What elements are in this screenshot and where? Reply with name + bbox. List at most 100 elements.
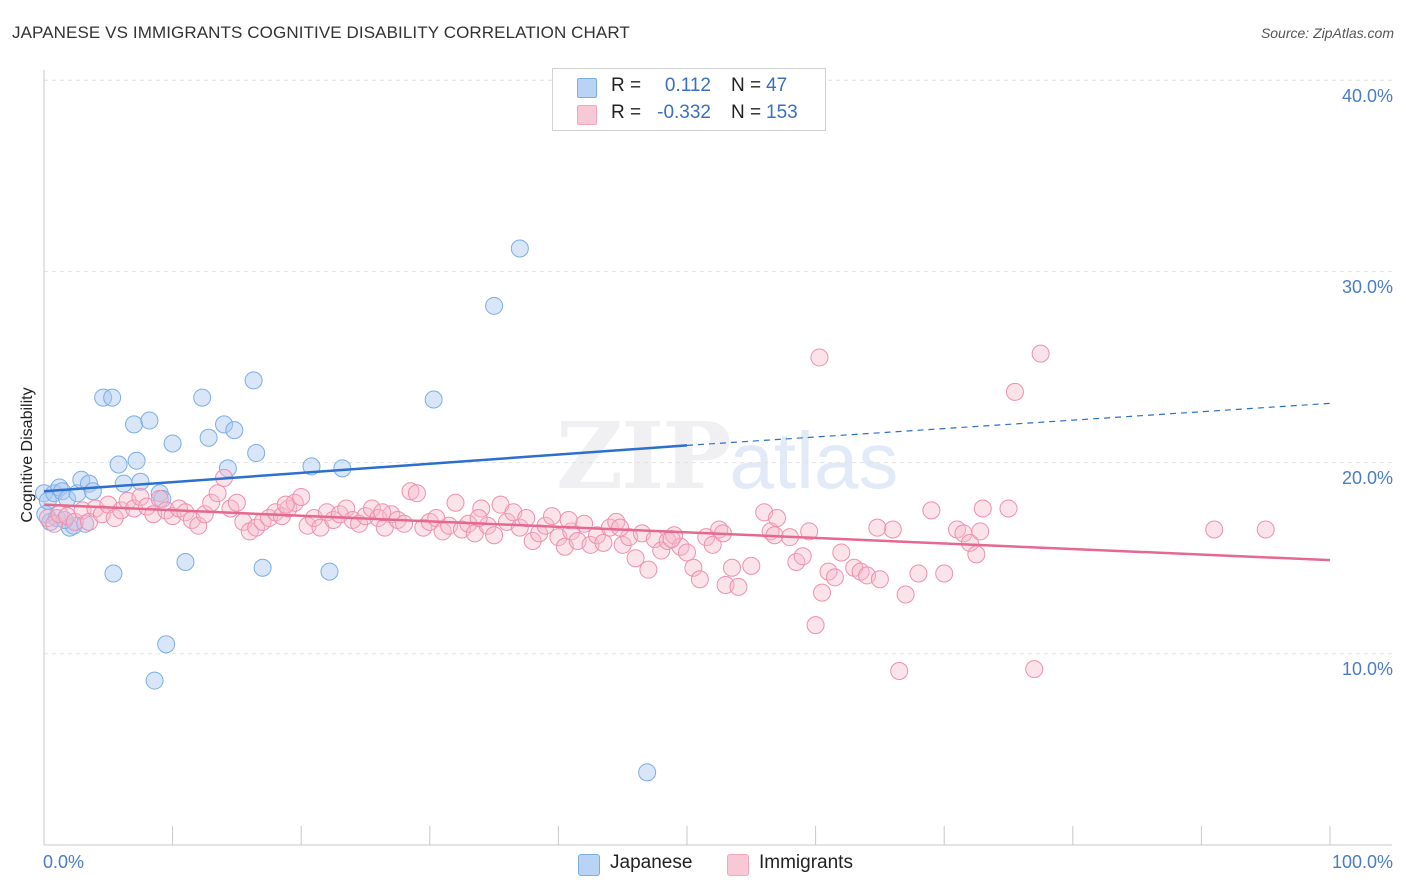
point-immigrants-111 xyxy=(768,509,787,528)
point-japanese-22 xyxy=(131,472,150,491)
point-immigrants-143 xyxy=(276,495,295,514)
legend-swatch-immigrants xyxy=(727,854,749,876)
point-japanese-15 xyxy=(94,388,113,407)
point-immigrants-140 xyxy=(1256,520,1275,539)
chart-title: JAPANESE VS IMMIGRANTS COGNITIVE DISABIL… xyxy=(12,23,630,42)
point-japanese-16 xyxy=(103,388,122,407)
legend-r-label: R = xyxy=(611,75,642,96)
legend-row-immigrants: R = -0.332 N = 153 xyxy=(553,101,825,127)
point-immigrants-17 xyxy=(150,489,169,508)
y-tick-10: 10.0% xyxy=(1341,659,1393,679)
point-immigrants-107 xyxy=(729,577,748,596)
point-immigrants-78 xyxy=(542,507,561,526)
point-immigrants-57 xyxy=(407,484,426,503)
point-japanese-23 xyxy=(140,411,159,430)
point-japanese-35 xyxy=(244,371,263,390)
point-japanese-45 xyxy=(83,482,102,501)
legend-label-japanese: Japanese xyxy=(610,852,693,873)
point-immigrants-147 xyxy=(611,518,630,537)
legend-row-japanese: R = 0.112 N = 47 xyxy=(553,74,825,100)
point-immigrants-130 xyxy=(935,564,954,583)
point-immigrants-115 xyxy=(800,522,819,541)
point-japanese-39 xyxy=(320,562,339,581)
point-immigrants-139 xyxy=(1205,520,1224,539)
point-immigrants-108 xyxy=(742,556,761,575)
point-immigrants-100 xyxy=(684,558,703,577)
x-max-label: 100.0% xyxy=(1331,852,1393,872)
point-immigrants-114 xyxy=(793,547,812,566)
point-immigrants-63 xyxy=(446,493,465,512)
trendline-japanese xyxy=(43,444,688,493)
point-japanese-18 xyxy=(109,455,128,474)
point-japanese-36 xyxy=(247,444,266,463)
point-japanese-34 xyxy=(225,421,244,440)
point-immigrants-129 xyxy=(922,501,941,520)
point-immigrants-14 xyxy=(131,488,150,507)
point-immigrants-117 xyxy=(813,583,832,602)
point-japanese-19 xyxy=(114,474,133,493)
point-immigrants-69 xyxy=(485,526,504,545)
point-immigrants-89 xyxy=(613,535,632,554)
legend-swatch-immigrants xyxy=(577,105,597,125)
point-japanese-29 xyxy=(176,553,195,572)
legend-n-value: 153 xyxy=(766,102,798,123)
point-japanese-21 xyxy=(127,451,146,470)
point-immigrants-135 xyxy=(973,499,992,518)
point-immigrants-128 xyxy=(909,564,928,583)
y-axis-label: Cognitive Disability xyxy=(19,387,36,523)
point-japanese-27 xyxy=(157,635,176,654)
point-immigrants-103 xyxy=(703,535,722,554)
point-immigrants-142 xyxy=(1031,344,1050,363)
point-japanese-17 xyxy=(104,564,123,583)
point-immigrants-119 xyxy=(825,568,844,587)
point-immigrants-56 xyxy=(401,482,420,501)
point-japanese-31 xyxy=(199,428,218,447)
point-immigrants-50 xyxy=(362,499,381,518)
correlation-legend: R = 0.112 N = 47 R = -0.332 N = 153 xyxy=(552,68,826,131)
point-japanese-41 xyxy=(424,390,443,409)
point-japanese-43 xyxy=(510,239,529,258)
trendline-immigrants xyxy=(43,503,1331,562)
point-immigrants-138 xyxy=(1025,660,1044,679)
point-immigrants-91 xyxy=(626,549,645,568)
point-immigrants-93 xyxy=(639,560,658,579)
legend-n-label: N = xyxy=(731,75,762,96)
point-immigrants-116 xyxy=(806,616,825,635)
point-japanese-28 xyxy=(163,434,182,453)
point-immigrants-101 xyxy=(690,570,709,589)
source-note: Source: ZipAtlas.com xyxy=(1260,25,1394,41)
legend-swatch-japanese xyxy=(577,78,597,98)
point-immigrants-73 xyxy=(510,518,529,537)
point-japanese-30 xyxy=(193,388,212,407)
point-immigrants-55 xyxy=(395,514,414,533)
point-immigrants-10 xyxy=(105,509,124,528)
point-immigrants-24 xyxy=(195,505,214,524)
point-immigrants-99 xyxy=(678,543,696,562)
y-tick-20: 20.0% xyxy=(1341,468,1393,488)
point-immigrants-124 xyxy=(870,570,889,589)
point-japanese-32 xyxy=(215,415,234,434)
legend-r-value: -0.332 xyxy=(657,102,711,123)
point-immigrants-136 xyxy=(999,499,1018,518)
legend-n-value: 47 xyxy=(766,75,788,96)
point-immigrants-106 xyxy=(723,558,742,577)
y-tick-30: 30.0% xyxy=(1341,277,1393,297)
point-immigrants-141 xyxy=(810,348,829,367)
point-immigrants-86 xyxy=(594,533,613,552)
point-immigrants-75 xyxy=(523,531,542,550)
point-immigrants-126 xyxy=(890,662,909,681)
legend-r-value: 0.112 xyxy=(664,75,711,96)
point-immigrants-26 xyxy=(208,484,227,503)
point-immigrants-68 xyxy=(478,516,497,535)
point-immigrants-134 xyxy=(967,545,986,564)
point-immigrants-29 xyxy=(227,493,246,512)
point-japanese-24 xyxy=(145,671,164,690)
y-tick-40: 40.0% xyxy=(1341,86,1393,106)
watermark: ZIPatlas xyxy=(556,402,899,510)
point-immigrants-152 xyxy=(971,522,990,541)
point-immigrants-95 xyxy=(652,541,671,560)
trendline-japanese-extension xyxy=(686,402,1331,446)
point-japanese-42 xyxy=(485,296,504,315)
point-immigrants-133 xyxy=(960,533,979,552)
